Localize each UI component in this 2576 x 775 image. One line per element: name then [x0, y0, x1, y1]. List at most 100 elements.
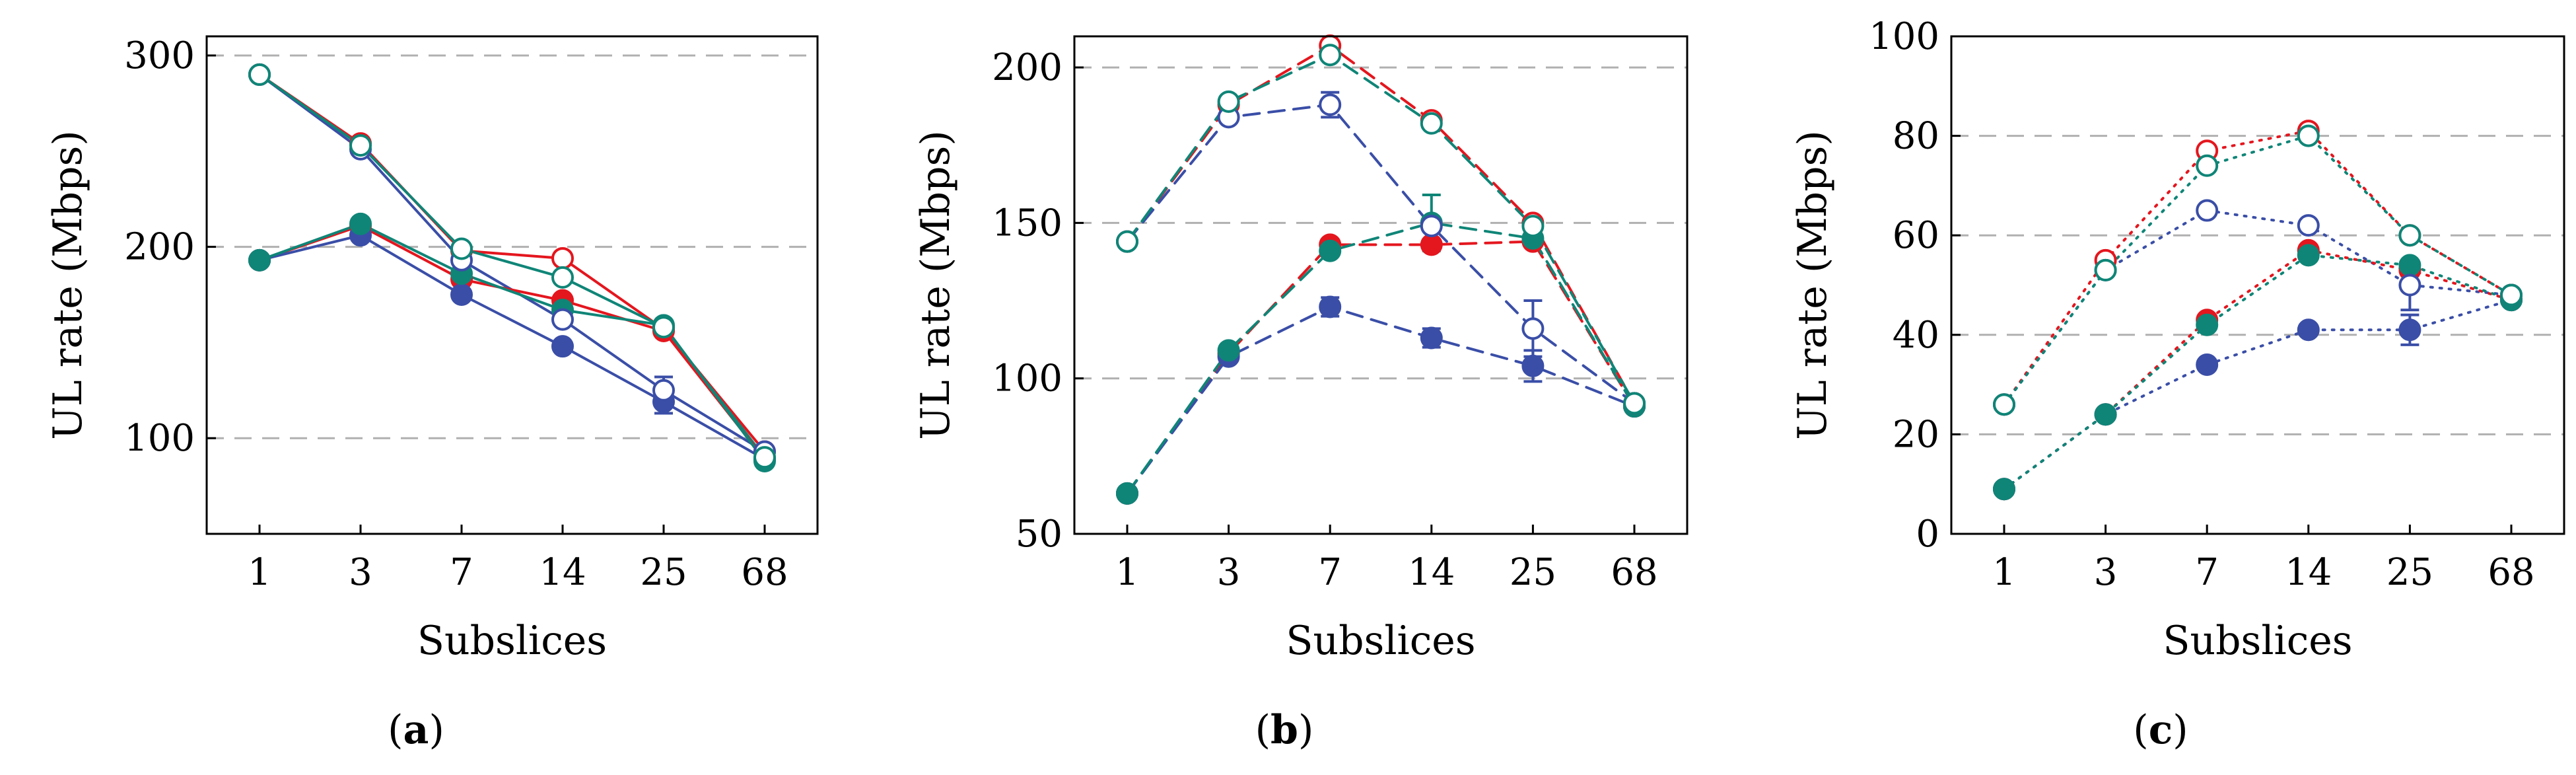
panel-c-xtick-label: 25 [2386, 551, 2433, 594]
panel-b-point-teal-open [1217, 90, 1240, 113]
panel-a-series-red-filled [258, 224, 766, 461]
panel-b-caption-letter: b [1271, 707, 1298, 753]
panel-c-series-red-filled [2003, 248, 2513, 491]
panel-c-point-teal-open [2398, 224, 2421, 247]
panel-b-ytick-label: 200 [992, 46, 1062, 89]
panel-c-series-blue-open [2003, 209, 2513, 406]
panel-b-caption: (b) [1255, 707, 1314, 753]
panel-b-xtick-label: 7 [1318, 551, 1342, 594]
panel-a-xtick-label: 68 [741, 551, 788, 594]
panel-a-point-blue-filled [450, 283, 473, 306]
panel-b-xtick-label: 14 [1408, 551, 1455, 594]
panel-c-caption-letter: c [2149, 707, 2173, 753]
panel-a-point-teal-open [248, 63, 271, 86]
panel-c-x-axis-label: Subslices [2163, 618, 2352, 664]
panel-a-xtick-label: 25 [640, 551, 687, 594]
panel-a-series-blue-filled [258, 234, 766, 461]
panel-c-series-red-open [2003, 129, 2513, 406]
panel-c-xticks: 1 3 7 14 25 68 [1992, 525, 2535, 594]
panel-a-xtick-label: 7 [450, 551, 473, 594]
panel-c-point-teal-filled [2398, 254, 2421, 277]
panel-a-gridlines [207, 54, 818, 439]
panel-c-ytick-label: 60 [1893, 214, 1939, 257]
panel-a-xtick-label: 14 [539, 551, 586, 594]
panel-c-point-teal-filled [2297, 244, 2320, 267]
panel-b-frame [1073, 35, 1688, 535]
panel-b-series-red-open [1126, 44, 1636, 405]
panel-b-series-teal-open [1126, 54, 1636, 405]
panel-b-xtick-label: 68 [1611, 551, 1657, 594]
panel-a-caption-letter: a [403, 707, 429, 753]
panel-c-point-teal-open [2094, 258, 2117, 281]
panel-a-xtick-label: 1 [248, 551, 271, 594]
panel-a-markers [248, 63, 776, 472]
panel-b-series-blue-filled [1126, 305, 1636, 495]
panel-a-point-teal-filled [349, 212, 372, 235]
panel-c-ytick-label: 40 [1893, 314, 1939, 357]
panel-c-ytick-label: 0 [1916, 513, 1939, 556]
panel-b: 1 3 7 14 25 68 50 100 150 200 Subslices UL rate … [913, 34, 1688, 753]
panel-c-xtick-label: 68 [2488, 551, 2534, 594]
panel-a-xtick-label: 3 [349, 551, 372, 594]
panel-c-ytick-label: 80 [1893, 115, 1939, 158]
panel-c-series-blue-filled [2003, 299, 2513, 491]
panel-a-point-teal-open [753, 446, 776, 469]
panel-b-yticks: 50 100 150 200 [992, 46, 1084, 556]
panel-c-point-blue-filled [2398, 318, 2421, 342]
panel-c-frame [1950, 35, 2565, 535]
panel-b-series-teal-filled [1126, 221, 1636, 495]
panel-b-ytick-label: 150 [992, 202, 1062, 244]
panel-b-series-red-filled [1126, 240, 1636, 495]
panel-c-xtick-label: 1 [1992, 551, 2016, 594]
panel-b-point-blue-open [1319, 93, 1342, 116]
panel-b-point-teal-filled [1319, 239, 1342, 262]
panel-b-point-teal-filled [1217, 339, 1240, 362]
panel-a-caption: (a) [388, 707, 444, 753]
panel-c-markers [1993, 120, 2523, 501]
panel-c-point-blue-open [2196, 199, 2219, 222]
panel-a-point-teal-open [349, 134, 372, 157]
panel-b-point-blue-filled [1521, 354, 1545, 377]
panel-c-point-teal-filled [1993, 478, 2015, 501]
panel-c-xtick-label: 14 [2285, 551, 2332, 594]
panel-c-series-teal-open [2003, 134, 2513, 406]
panel-b-xtick-label: 3 [1217, 551, 1241, 594]
panel-b-point-blue-open [1521, 317, 1545, 340]
panel-c-point-teal-open [2500, 283, 2523, 307]
panel-b-point-teal-open [1623, 392, 1646, 415]
panel-b-point-teal-open [1116, 230, 1138, 253]
panel-b-point-teal-open [1521, 215, 1545, 238]
panel-b-xtick-label: 1 [1115, 551, 1139, 594]
panel-c-point-blue-filled [2196, 353, 2219, 376]
panel-c-point-blue-open [2398, 274, 2421, 297]
panel-a-point-red-open [551, 246, 574, 270]
panel-b-series-blue-open [1126, 103, 1636, 405]
panel-a-yticks: 100 200 300 [124, 34, 216, 460]
panel-b-markers [1116, 34, 1646, 505]
panel-c-xtick-label: 3 [2094, 551, 2118, 594]
panel-c: 1 3 7 14 25 68 0 20 40 60 80 100 Subslices UL rate… [1790, 15, 2565, 753]
panel-c-point-teal-filled [2094, 403, 2117, 426]
panel-c-point-teal-open [2196, 154, 2219, 177]
panel-b-xticks: 1 3 7 14 25 68 [1115, 525, 1658, 594]
panel-c-xtick-label: 7 [2195, 551, 2219, 594]
panel-b-point-red-filled [1420, 233, 1443, 256]
panel-b-point-teal-open [1420, 112, 1443, 135]
panel-b-lines [1126, 44, 1636, 495]
panel-a-point-teal-filled [248, 248, 271, 272]
panel-a-frame [205, 35, 819, 535]
panel-c-yticks: 0 20 40 60 80 100 [1869, 15, 1961, 556]
panel-c-point-blue-filled [2297, 318, 2320, 342]
panel-c-gridlines [1951, 135, 2564, 435]
panel-b-point-teal-filled [1116, 482, 1138, 505]
panel-c-point-teal-open [2297, 124, 2320, 147]
panel-b-gridlines [1074, 66, 1687, 380]
panel-a-point-teal-open [551, 266, 574, 289]
panel-b-point-blue-open [1420, 215, 1443, 238]
panel-c-lines [2003, 129, 2513, 491]
panel-a-x-axis-label: Subslices [417, 618, 607, 664]
panel-c-caption: (c) [2133, 707, 2188, 753]
panel-a-y-axis-label: UL rate (Mbps) [45, 130, 91, 440]
panel-a-point-blue-filled [551, 335, 574, 358]
